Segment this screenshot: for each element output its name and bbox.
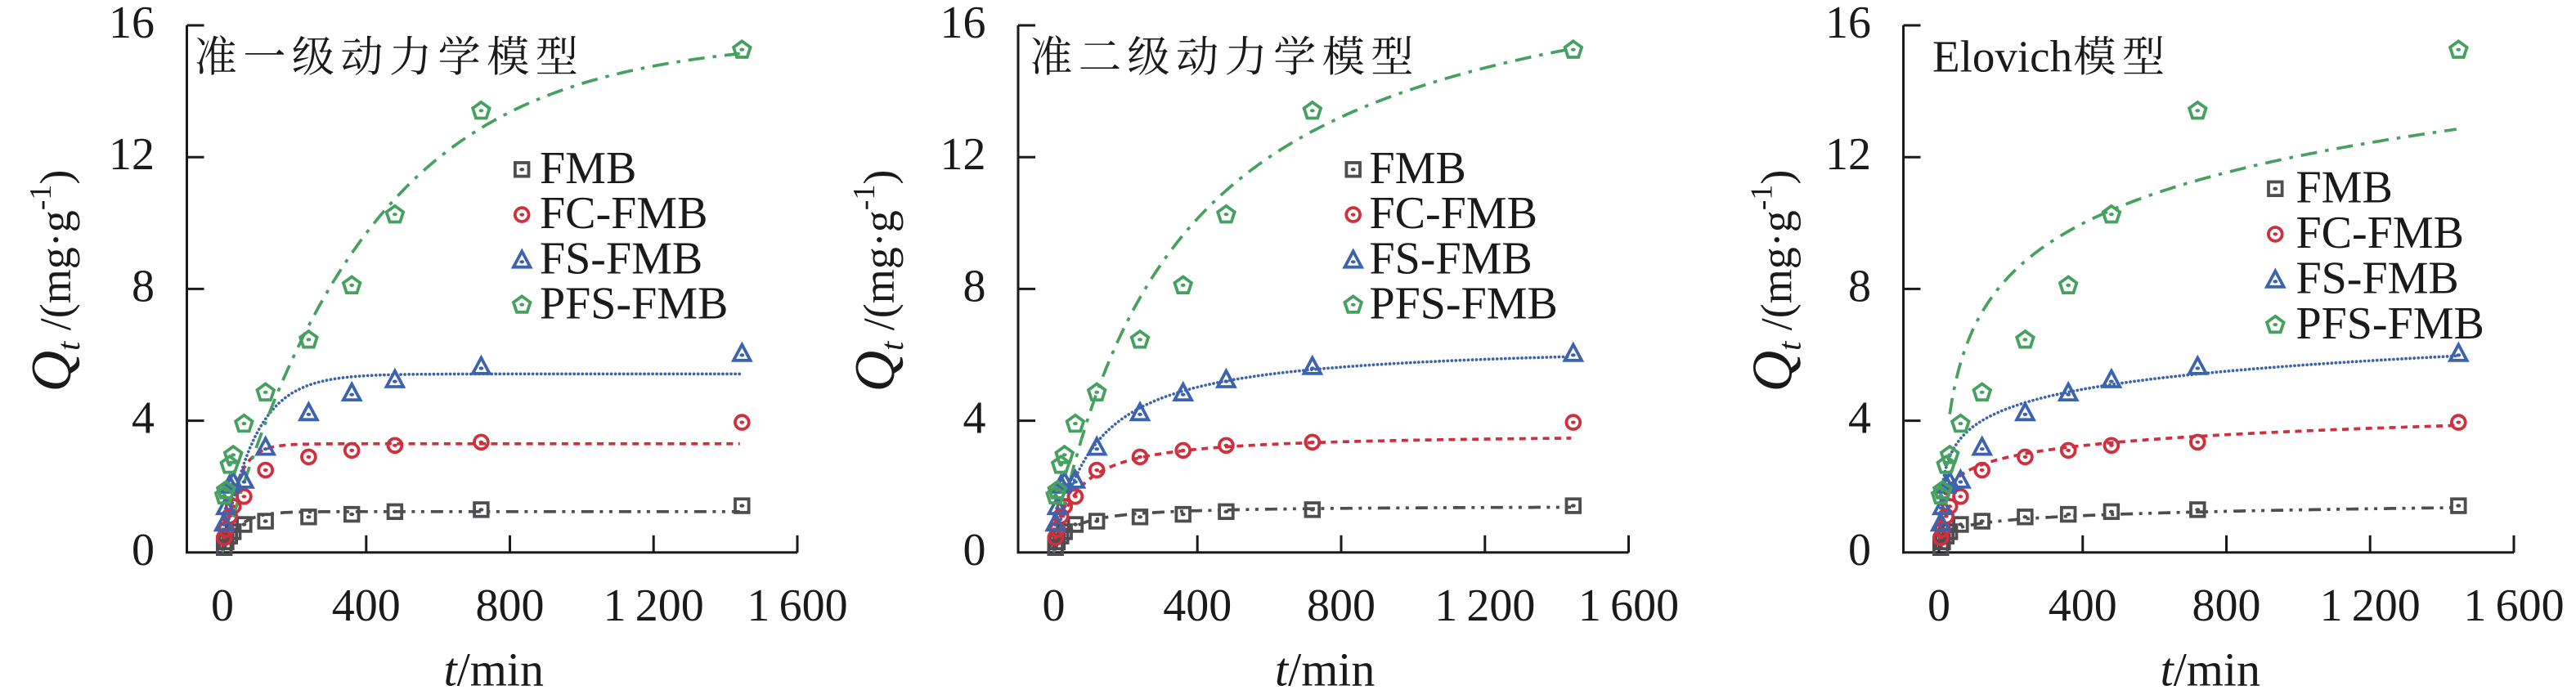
svg-text:FMB: FMB [1370,143,1466,194]
svg-text:PFS-FMB: PFS-FMB [540,279,728,329]
svg-text:16: 16 [940,0,986,48]
svg-text:16: 16 [109,0,155,48]
svg-text:0: 0 [963,525,986,576]
svg-text:0: 0 [132,525,155,576]
svg-text:0: 0 [1848,525,1871,576]
svg-text:Qt /(mg·g-1): Qt /(mg·g-1) [1742,170,1808,392]
svg-text:FC-FMB: FC-FMB [1370,188,1537,239]
svg-text:1 200: 1 200 [604,580,704,631]
svg-text:8: 8 [1848,261,1871,311]
svg-text:400: 400 [2049,580,2117,631]
svg-text:800: 800 [476,580,545,631]
svg-text:1 600: 1 600 [747,580,847,631]
svg-text:PFS-FMB: PFS-FMB [1370,279,1558,329]
svg-text:4: 4 [132,393,155,444]
svg-text:FMB: FMB [540,143,636,194]
svg-text:1 600: 1 600 [1578,580,1679,631]
svg-text:400: 400 [332,580,401,631]
svg-text:0: 0 [211,580,234,631]
svg-text:12: 12 [109,129,155,180]
svg-text:1 600: 1 600 [2463,580,2564,631]
svg-text:16: 16 [1825,0,1871,48]
svg-text:1 200: 1 200 [2320,580,2421,631]
svg-text:8: 8 [132,261,155,311]
svg-text:12: 12 [940,129,986,180]
svg-text:0: 0 [1043,580,1066,631]
svg-text:FS-FMB: FS-FMB [1370,233,1533,284]
svg-text:t/min: t/min [1275,643,1375,697]
svg-text:FS-FMB: FS-FMB [2296,253,2459,304]
svg-text:800: 800 [2192,580,2261,631]
svg-text:FC-FMB: FC-FMB [2296,208,2464,258]
svg-text:4: 4 [1848,393,1871,444]
svg-text:8: 8 [963,261,986,311]
svg-text:t/min: t/min [2161,643,2260,697]
svg-text:400: 400 [1163,580,1232,631]
svg-text:0: 0 [1928,580,1950,631]
svg-text:PFS-FMB: PFS-FMB [2296,298,2484,349]
svg-text:FMB: FMB [2296,162,2393,213]
svg-text:12: 12 [1825,129,1871,180]
svg-text:Qt /(mg·g-1): Qt /(mg·g-1) [20,170,87,392]
svg-text:800: 800 [1307,580,1376,631]
svg-text:FS-FMB: FS-FMB [540,233,702,284]
svg-text:Elovich: Elovich [1932,32,2072,82]
svg-text:t/min: t/min [444,643,544,697]
svg-text:1 200: 1 200 [1434,580,1535,631]
svg-text:FC-FMB: FC-FMB [540,188,707,239]
svg-text:Qt /(mg·g-1): Qt /(mg·g-1) [844,170,910,392]
svg-text:4: 4 [963,393,986,444]
